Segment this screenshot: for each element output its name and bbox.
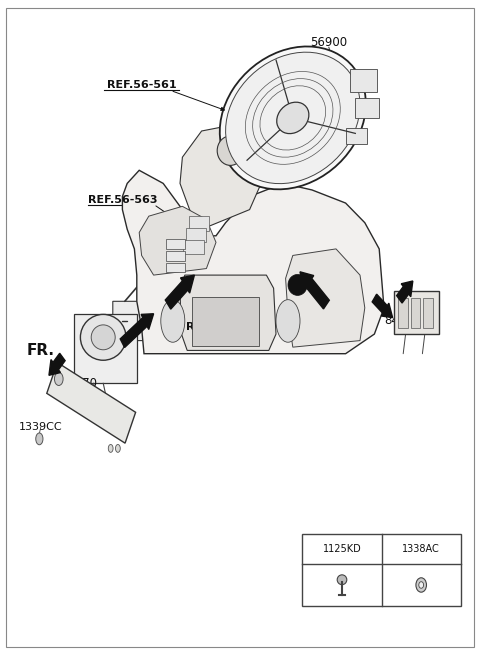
Ellipse shape: [288, 274, 307, 295]
Ellipse shape: [419, 582, 423, 588]
Polygon shape: [122, 170, 384, 354]
FancyBboxPatch shape: [350, 69, 377, 92]
FancyBboxPatch shape: [355, 98, 379, 118]
Polygon shape: [139, 206, 216, 275]
Text: 1338AC: 1338AC: [402, 544, 440, 554]
Ellipse shape: [54, 373, 63, 386]
FancyBboxPatch shape: [183, 240, 204, 254]
Ellipse shape: [108, 445, 113, 453]
FancyArrow shape: [396, 281, 413, 303]
FancyBboxPatch shape: [346, 128, 367, 144]
Ellipse shape: [217, 136, 243, 165]
FancyBboxPatch shape: [394, 291, 439, 334]
Ellipse shape: [337, 575, 347, 585]
Text: REF.84-847: REF.84-847: [186, 322, 256, 333]
FancyArrow shape: [49, 353, 65, 375]
FancyBboxPatch shape: [189, 216, 209, 231]
Text: FR.: FR.: [27, 343, 55, 358]
Ellipse shape: [277, 102, 309, 134]
Text: REF.56-561: REF.56-561: [107, 80, 177, 90]
Text: 1339CC: 1339CC: [19, 422, 62, 432]
Text: 1125KD: 1125KD: [323, 544, 361, 554]
Ellipse shape: [36, 433, 43, 445]
Ellipse shape: [81, 314, 126, 360]
Ellipse shape: [220, 47, 366, 189]
Ellipse shape: [116, 445, 120, 453]
FancyBboxPatch shape: [186, 228, 206, 242]
FancyBboxPatch shape: [302, 534, 461, 606]
Text: FR.: FR.: [406, 302, 434, 316]
FancyArrow shape: [300, 272, 329, 309]
Polygon shape: [47, 362, 136, 443]
Ellipse shape: [161, 299, 185, 342]
FancyBboxPatch shape: [423, 298, 433, 328]
Polygon shape: [180, 275, 276, 350]
FancyBboxPatch shape: [398, 298, 408, 328]
Text: 56900: 56900: [310, 36, 348, 49]
FancyBboxPatch shape: [166, 263, 185, 272]
Polygon shape: [113, 301, 158, 341]
Ellipse shape: [91, 325, 115, 350]
Ellipse shape: [416, 578, 427, 592]
Ellipse shape: [226, 52, 360, 183]
Polygon shape: [286, 249, 365, 347]
FancyArrow shape: [165, 275, 194, 309]
FancyBboxPatch shape: [411, 298, 420, 328]
FancyArrow shape: [120, 314, 154, 348]
Ellipse shape: [276, 299, 300, 342]
Polygon shape: [74, 314, 137, 383]
Text: REF.56-563: REF.56-563: [88, 195, 157, 205]
FancyBboxPatch shape: [166, 239, 185, 249]
Text: 88070: 88070: [60, 377, 98, 390]
Text: 84530: 84530: [384, 314, 422, 328]
FancyBboxPatch shape: [166, 251, 185, 261]
Polygon shape: [180, 124, 264, 229]
FancyArrow shape: [372, 294, 393, 318]
FancyBboxPatch shape: [192, 297, 259, 346]
